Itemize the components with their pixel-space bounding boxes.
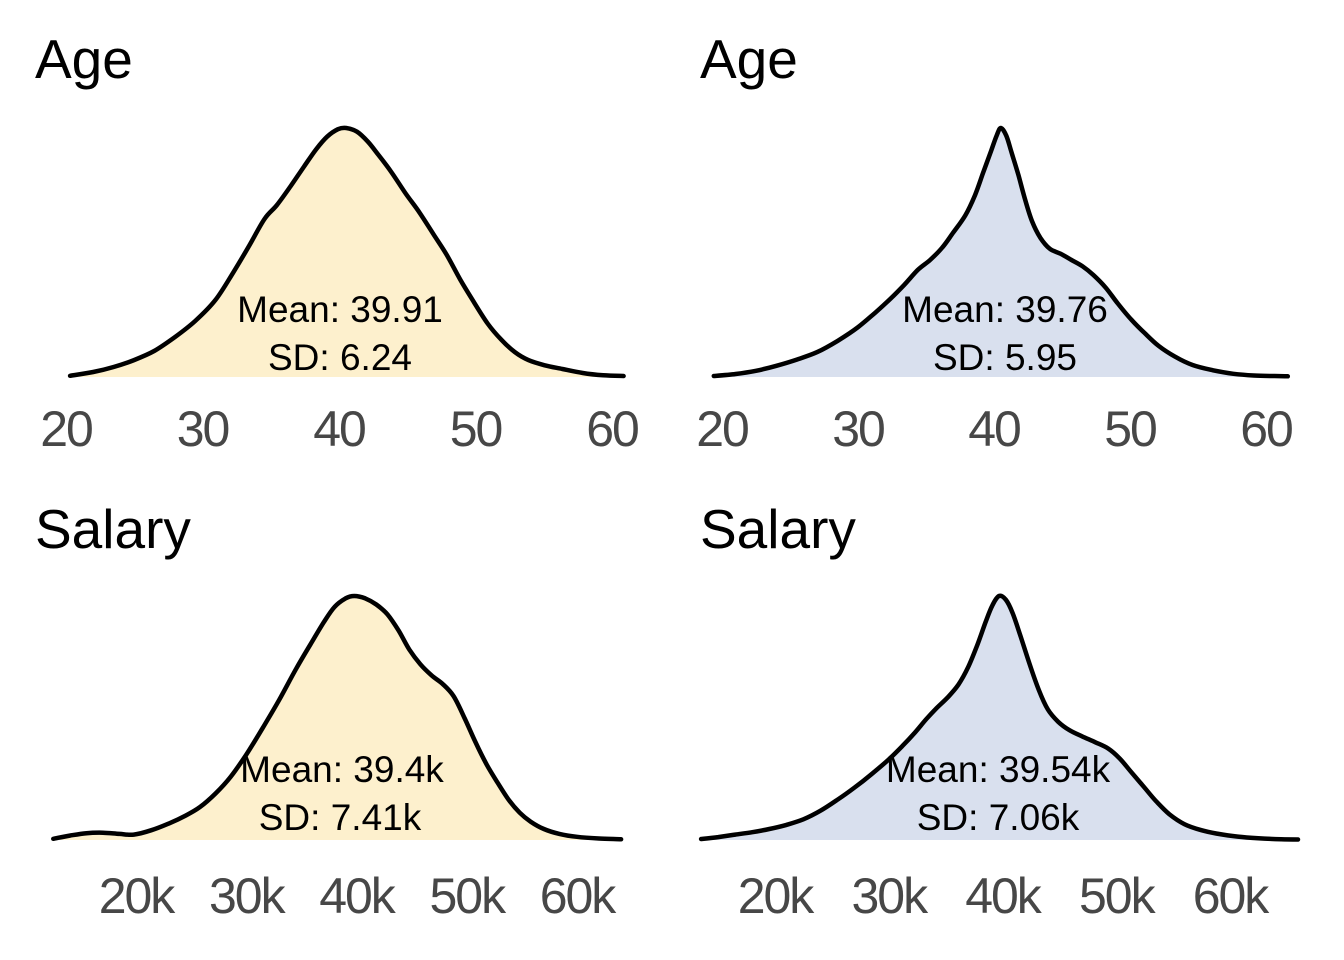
density-outline [67, 125, 626, 379]
x-tick-label: 50 [1104, 401, 1156, 457]
x-axis: 20 30 40 50 60 [696, 401, 1294, 457]
sd-label: SD: 7.06k [917, 797, 1080, 838]
x-tick-label: 50 [450, 401, 502, 457]
x-tick-label: 60k [1193, 868, 1271, 924]
x-tick-label: 40k [965, 868, 1043, 924]
density-outline [698, 593, 1301, 842]
age-group1-chart: Age Mean: 39.91 SD: 6.24 20 30 40 50 60 [35, 28, 640, 457]
panel-salary-group2: Salary Mean: 39.54k SD: 7.06k 20k 30k 40… [672, 480, 1344, 960]
panel-title: Salary [35, 498, 191, 560]
x-axis: 20k 30k 40k 50k 60k [99, 868, 620, 924]
x-tick-label: 30 [177, 401, 229, 457]
sd-label: SD: 5.95 [933, 337, 1077, 378]
x-tick-label: 60k [540, 868, 618, 924]
x-tick-label: 60 [1240, 401, 1292, 457]
panel-age-group1: Age Mean: 39.91 SD: 6.24 20 30 40 50 60 [0, 0, 672, 480]
panel-title: Age [700, 28, 798, 90]
salary-group2-chart: Salary Mean: 39.54k SD: 7.06k 20k 30k 40… [698, 498, 1301, 924]
sd-label: SD: 7.41k [259, 797, 422, 838]
mean-label: Mean: 39.76 [902, 289, 1108, 330]
panel-salary-group1: Salary Mean: 39.4k SD: 7.41k 20k 30k 40k… [0, 480, 672, 960]
mean-label: Mean: 39.91 [237, 289, 443, 330]
x-tick-label: 20 [40, 401, 92, 457]
density-area [701, 595, 1298, 840]
panel-age-group2: Age Mean: 39.76 SD: 5.95 20 30 40 50 60 [672, 0, 1344, 480]
x-tick-label: 60 [586, 401, 638, 457]
x-tick-label: 50k [1079, 868, 1157, 924]
x-tick-label: 40 [313, 401, 365, 457]
panel-title: Salary [700, 498, 856, 560]
x-axis: 20k 30k 40k 50k 60k [738, 868, 1273, 924]
x-tick-label: 40k [319, 868, 397, 924]
x-tick-label: 30k [209, 868, 287, 924]
salary-group1-chart: Salary Mean: 39.4k SD: 7.41k 20k 30k 40k… [35, 498, 624, 924]
panel-title: Age [35, 28, 133, 90]
density-outline [51, 593, 624, 842]
density-area [713, 128, 1288, 377]
density-outline [711, 125, 1291, 379]
x-tick-label: 20 [696, 401, 748, 457]
density-area [53, 596, 622, 840]
x-tick-label: 50k [429, 868, 507, 924]
age-group2-chart: Age Mean: 39.76 SD: 5.95 20 30 40 50 60 [696, 28, 1294, 457]
x-tick-label: 40 [968, 401, 1020, 457]
sd-label: SD: 6.24 [268, 337, 412, 378]
x-tick-label: 30k [851, 868, 929, 924]
density-area [70, 127, 624, 377]
mean-label: Mean: 39.54k [886, 749, 1111, 790]
mean-label: Mean: 39.4k [240, 749, 444, 790]
x-axis: 20 30 40 50 60 [40, 401, 640, 457]
x-tick-label: 20k [738, 868, 816, 924]
x-tick-label: 20k [99, 868, 177, 924]
x-tick-label: 30 [832, 401, 884, 457]
